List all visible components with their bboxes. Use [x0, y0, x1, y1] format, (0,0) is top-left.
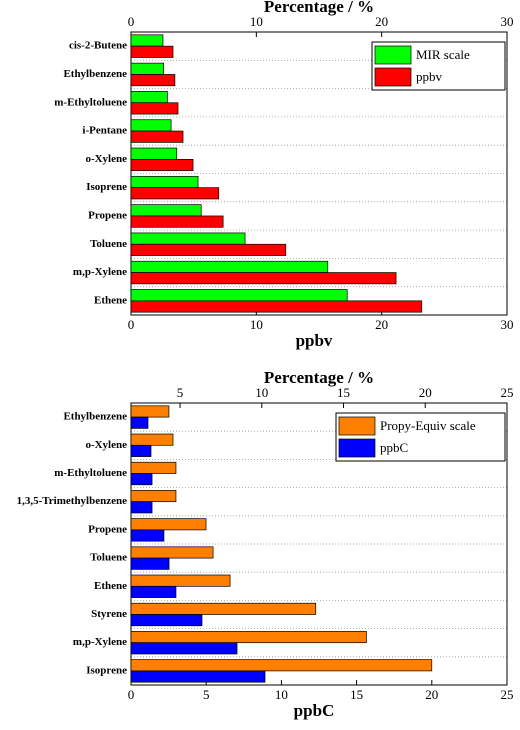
bar [130, 614, 203, 627]
legend-swatch [374, 67, 412, 87]
y-tick-label: Ethylbenzene [63, 68, 127, 80]
bar [130, 501, 153, 514]
bar [130, 91, 168, 104]
plot-frame [130, 31, 508, 316]
bar [130, 130, 184, 143]
bar [130, 289, 348, 302]
bar [130, 574, 231, 587]
x2-tick-label: 15 [337, 385, 350, 400]
x-tick-label: 10 [250, 317, 263, 332]
plot-frame [130, 402, 508, 686]
y-tick-label: m,p-Xylene [73, 636, 127, 648]
y-tick-label: Isoprene [86, 664, 127, 676]
x-tick-label: 25 [501, 687, 514, 702]
y-tick-label: Isoprene [86, 181, 127, 193]
y-tick-label: Toluene [90, 552, 127, 564]
y-tick-label: Ethylbenzene [63, 411, 127, 423]
bar [130, 300, 423, 313]
y-tick-label: Ethene [94, 580, 127, 592]
x2-tick-label: 20 [419, 385, 432, 400]
bar [130, 74, 176, 87]
bar [130, 631, 367, 644]
bar [130, 260, 329, 273]
y-tick-label: 1,3,5-Trimethylbenzene [17, 495, 128, 507]
x-axis-title: ppbv [296, 331, 333, 350]
bar [130, 204, 202, 217]
bar [130, 45, 174, 58]
y-tick-label: Propene [88, 209, 127, 221]
bar [130, 34, 164, 47]
bar [130, 405, 170, 418]
y-tick-label: Toluene [90, 238, 127, 250]
y-tick-label: m-Ethyltoluene [54, 467, 127, 479]
bar [130, 659, 433, 672]
bar [130, 159, 194, 172]
bar [130, 433, 174, 446]
x-tick-label: 30 [501, 317, 514, 332]
bar [130, 187, 220, 200]
bar [130, 232, 246, 245]
legend-swatch [338, 438, 376, 458]
x-tick-label: 0 [128, 317, 135, 332]
bar [130, 444, 152, 457]
x2-tick-label: 5 [177, 385, 184, 400]
x-tick-label: 0 [128, 687, 135, 702]
x-tick-label: 20 [375, 317, 388, 332]
x2-tick-label: 30 [501, 14, 514, 29]
x2-axis-title: Percentage / % [264, 368, 374, 387]
chart: 0 5 10 15 20 25 5 10 15 20 25 ppbC Percentage / % Eth… [17, 368, 514, 720]
bar [130, 215, 224, 228]
x2-tick-label: 0 [128, 14, 135, 29]
y-tick-label: Ethene [94, 294, 127, 306]
bar [130, 461, 177, 474]
bar [130, 490, 177, 503]
y-tick-label: Propene [88, 523, 127, 535]
bar [130, 62, 164, 75]
bar [130, 642, 238, 655]
legend-label: Propy-Equiv scale [380, 418, 476, 433]
x2-tick-label: 10 [255, 385, 268, 400]
bar [130, 670, 266, 683]
y-tick-label: o-Xylene [85, 439, 127, 451]
legend-label: MIR scale [416, 47, 470, 62]
y-tick-label: cis-2-Butene [69, 40, 127, 52]
y-tick-label: m-Ethyltoluene [54, 96, 127, 108]
x-axis-title: ppbC [294, 701, 335, 720]
x2-tick-label: 10 [250, 14, 263, 29]
x2-tick-label: 20 [375, 14, 388, 29]
bar [130, 102, 179, 115]
chart: 0 10 20 30 0 10 20 30 ppbv Percentage / % cis-2-Bu… [54, 0, 513, 350]
x-tick-label: 5 [203, 687, 210, 702]
bar [130, 529, 165, 542]
bar [130, 585, 177, 598]
x-tick-label: 15 [350, 687, 363, 702]
bar [130, 272, 397, 285]
y-tick-label: Styrene [91, 608, 127, 620]
legend-swatch [374, 45, 412, 65]
x-tick-label: 20 [425, 687, 438, 702]
y-tick-label: o-Xylene [85, 153, 127, 165]
bar [130, 243, 287, 256]
bar [130, 602, 317, 615]
y-tick-label: i-Pentane [82, 125, 127, 137]
y-tick-label: m,p-Xylene [73, 266, 127, 278]
bar [130, 119, 172, 132]
bar [130, 546, 214, 559]
legend-label: ppbv [416, 69, 443, 84]
bar [130, 518, 207, 531]
x2-axis-title: Percentage / % [264, 0, 374, 16]
legend-swatch [338, 416, 376, 436]
x-tick-label: 10 [275, 687, 288, 702]
bar [130, 557, 170, 570]
bar [130, 175, 199, 189]
bar [130, 473, 153, 486]
x2-tick-label: 25 [501, 385, 514, 400]
bar [130, 147, 178, 160]
legend-label: ppbC [380, 440, 408, 455]
bar [130, 416, 149, 429]
